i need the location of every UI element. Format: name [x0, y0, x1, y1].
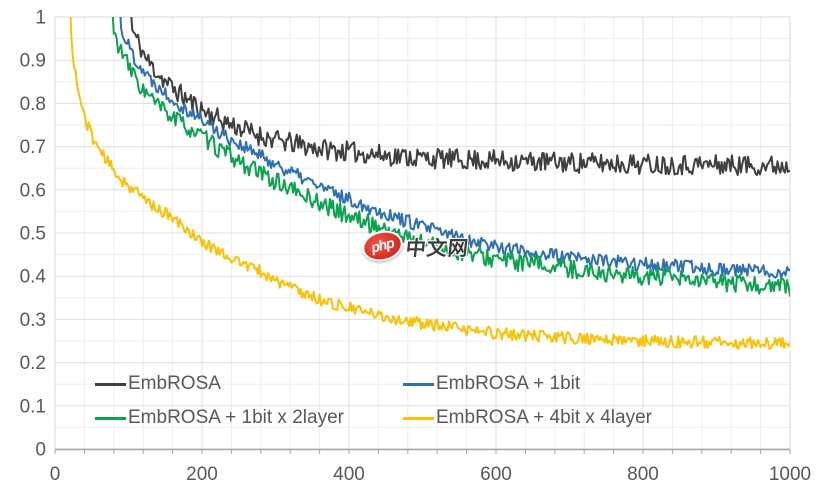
legend-label-embrosa-1bit: EmbROSA + 1bit — [436, 373, 581, 394]
legend-label-embrosa-4bit-4layer: EmbROSA + 4bit x 4layer — [436, 407, 652, 428]
legend-item-embrosa-4bit-4layer: EmbROSA + 4bit x 4layer — [403, 406, 652, 430]
y-tick-label: 0.2 — [20, 353, 46, 374]
y-tick-label: 1 — [35, 8, 46, 29]
watermark-text: 中文网 — [404, 237, 470, 260]
legend-item-embrosa-1bit: EmbROSA + 1bit — [403, 372, 580, 396]
series-line-embrosa-4bit-x-4layer — [69, 17, 790, 350]
x-tick-label: 800 — [627, 464, 659, 485]
y-tick-label: 0.4 — [20, 267, 47, 288]
x-tick-label: 400 — [333, 464, 365, 485]
legend-swatch-embrosa-4bit-4layer — [403, 416, 434, 420]
legend-swatch-embrosa — [95, 382, 126, 386]
y-tick-label: 0.1 — [20, 396, 46, 417]
legend-swatch-embrosa-1bit — [403, 382, 434, 386]
y-tick-label: 0.6 — [20, 180, 46, 201]
series-line-embrosa — [130, 17, 790, 177]
x-tick-label: 0 — [50, 464, 61, 485]
legend-item-embrosa: EmbROSA — [95, 372, 221, 396]
x-tick-label: 1000 — [769, 464, 811, 485]
watermark-badge-text: php — [369, 234, 396, 256]
y-tick-label: 0.5 — [20, 224, 46, 245]
y-tick-label: 0.9 — [20, 51, 46, 72]
x-tick-label: 200 — [186, 464, 218, 485]
y-tick-label: 0 — [35, 440, 46, 461]
series-line-embrosa-1bit-x-2layer — [111, 17, 790, 297]
watermark: php 中文网 — [358, 226, 470, 266]
legend-swatch-embrosa-1bit-2layer — [95, 416, 126, 420]
legend-label-embrosa-1bit-2layer: EmbROSA + 1bit x 2layer — [128, 407, 344, 428]
legend-item-embrosa-1bit-2layer: EmbROSA + 1bit x 2layer — [95, 406, 344, 430]
y-tick-label: 0.7 — [20, 137, 46, 158]
x-tick-label: 600 — [480, 464, 512, 485]
php-badge-icon: php — [358, 226, 407, 266]
y-tick-label: 0.8 — [20, 94, 46, 115]
legend-label-embrosa: EmbROSA — [128, 373, 221, 394]
series-line-embrosa-1bit — [119, 17, 790, 279]
y-tick-label: 0.3 — [20, 310, 46, 331]
